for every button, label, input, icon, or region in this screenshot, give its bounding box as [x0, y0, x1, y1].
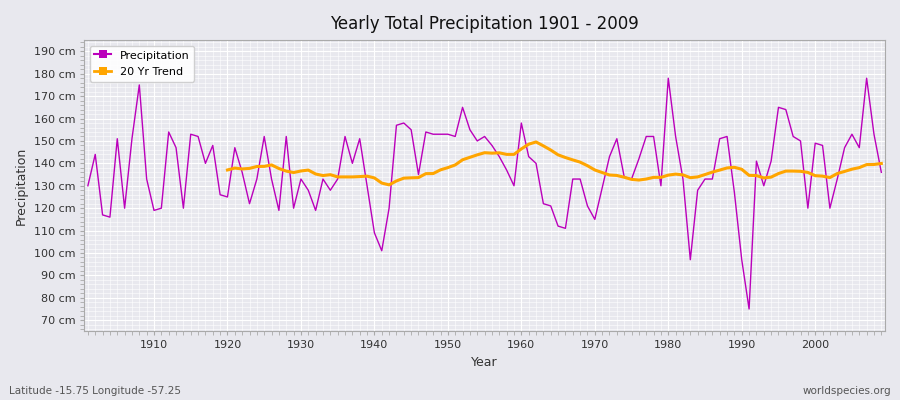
Precipitation	[303, 188, 314, 193]
Line: Precipitation: Precipitation	[88, 78, 881, 309]
Precipitation	[604, 154, 615, 159]
X-axis label: Year: Year	[472, 356, 498, 369]
Y-axis label: Precipitation: Precipitation	[15, 147, 28, 225]
Precipitation	[347, 161, 358, 166]
20 Yr Trend	[876, 161, 886, 166]
20 Yr Trend	[795, 169, 806, 174]
20 Yr Trend	[222, 168, 233, 172]
20 Yr Trend	[310, 172, 321, 176]
Precipitation	[508, 183, 519, 188]
Precipitation	[83, 183, 94, 188]
20 Yr Trend	[531, 140, 542, 144]
Text: worldspecies.org: worldspecies.org	[803, 386, 891, 396]
Precipitation	[663, 76, 674, 81]
Text: Latitude -15.75 Longitude -57.25: Latitude -15.75 Longitude -57.25	[9, 386, 181, 396]
Precipitation	[141, 177, 152, 182]
20 Yr Trend	[428, 171, 438, 176]
Precipitation	[743, 307, 754, 312]
Title: Yearly Total Precipitation 1901 - 2009: Yearly Total Precipitation 1901 - 2009	[330, 15, 639, 33]
20 Yr Trend	[861, 162, 872, 167]
20 Yr Trend	[780, 169, 791, 174]
Precipitation	[876, 170, 886, 175]
Precipitation	[516, 121, 526, 126]
20 Yr Trend	[383, 182, 394, 187]
20 Yr Trend	[692, 174, 703, 179]
Line: 20 Yr Trend: 20 Yr Trend	[228, 142, 881, 185]
Legend: Precipitation, 20 Yr Trend: Precipitation, 20 Yr Trend	[90, 46, 194, 82]
